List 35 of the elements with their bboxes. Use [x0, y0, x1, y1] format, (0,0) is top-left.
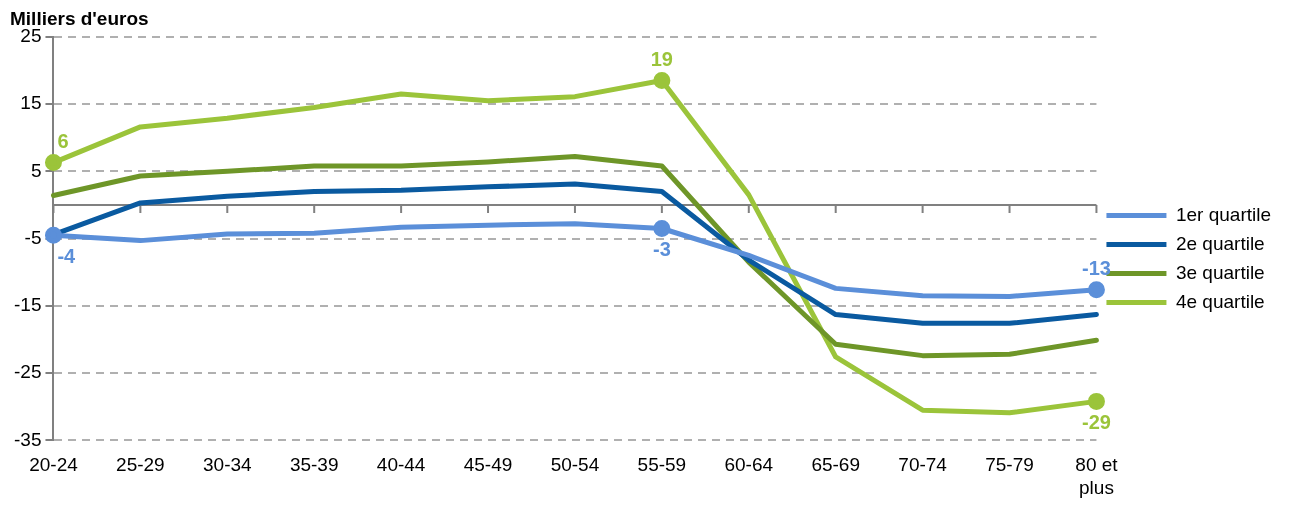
data-label: 19	[650, 48, 673, 71]
x-tick-label: 45-49	[463, 454, 513, 476]
point	[653, 220, 671, 238]
x-tick-label: 40-44	[376, 454, 426, 476]
data-label: -29	[1081, 410, 1111, 433]
x-tick-label: 80 et plus	[1075, 454, 1119, 498]
point	[1087, 281, 1105, 299]
legend-label: 1er quartile	[1175, 203, 1272, 225]
y-tick-label: -35	[13, 428, 42, 450]
x-tick-label: 35-39	[289, 454, 339, 476]
data-label: -13	[1081, 257, 1111, 280]
x-tick-label: 70-74	[898, 454, 948, 476]
point	[44, 226, 62, 244]
x-tick-label: 50-54	[550, 454, 600, 476]
data-label: -3	[652, 238, 671, 261]
data-label: 6	[57, 130, 69, 153]
point	[44, 154, 62, 172]
x-tick-label: 25-29	[116, 454, 165, 476]
y-tick-label: -25	[13, 361, 42, 383]
x-tick-label: 55-59	[637, 454, 687, 476]
x-tick-label: 75-79	[985, 454, 1034, 476]
legend-label: 3e quartile	[1175, 261, 1265, 283]
point	[653, 72, 671, 90]
y-tick-label: 5	[30, 159, 42, 181]
point	[1087, 392, 1105, 410]
x-tick-label: 20-24	[29, 454, 79, 476]
y-tick-label: -15	[13, 294, 42, 316]
legend-label: 2e quartile	[1175, 232, 1265, 254]
x-tick-label: 30-34	[202, 454, 253, 476]
legend-label: 4e quartile	[1175, 290, 1265, 312]
y-tick-label: 15	[20, 92, 42, 114]
y-tick-label: -5	[24, 226, 42, 248]
x-tick-label: 65-69	[811, 454, 860, 476]
x-tick-label: 60-64	[724, 454, 774, 476]
data-label: -4	[57, 244, 77, 267]
